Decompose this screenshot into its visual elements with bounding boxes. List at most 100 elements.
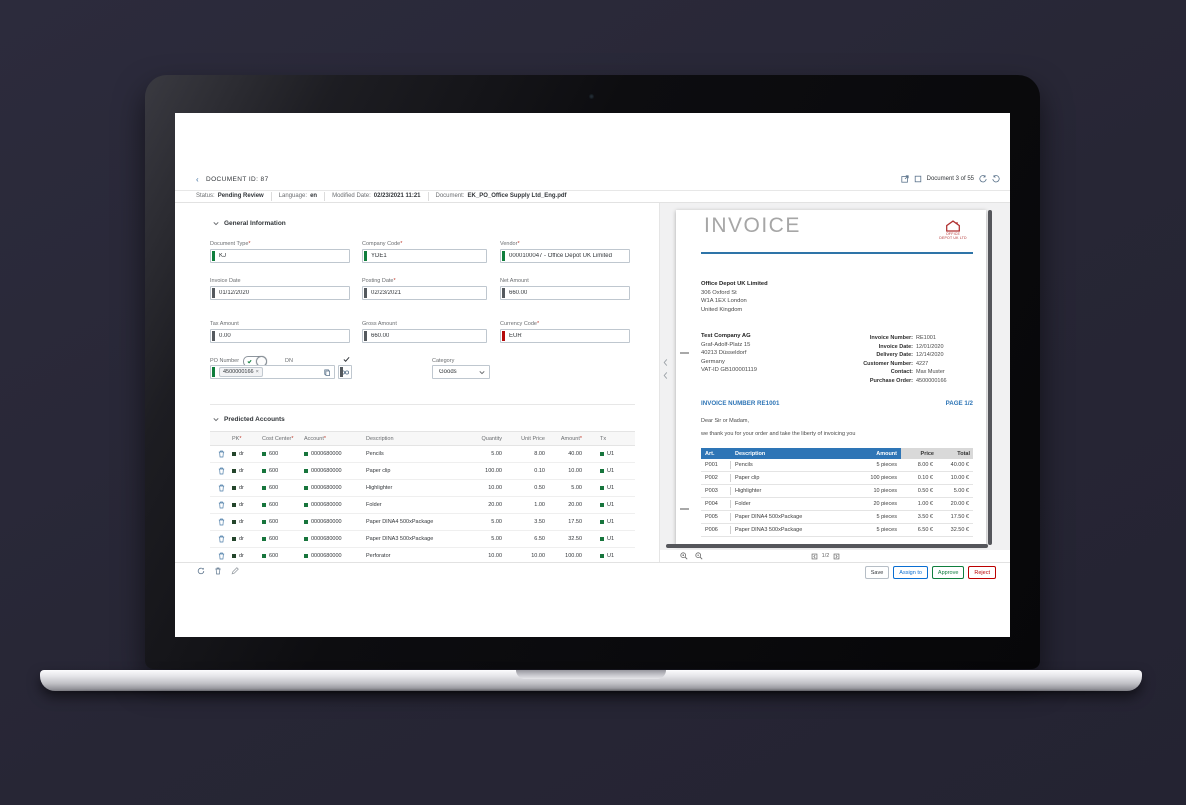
unit-price-cell[interactable]: 1.00 bbox=[534, 502, 545, 508]
next-document-icon[interactable] bbox=[992, 175, 1000, 183]
account-cell[interactable]: 0000680000 bbox=[304, 502, 366, 508]
quantity-cell[interactable]: 10.00 bbox=[488, 485, 502, 491]
pk-cell[interactable]: dr bbox=[232, 485, 262, 491]
unit-price-cell[interactable]: 0.10 bbox=[534, 468, 545, 474]
description-cell[interactable]: Paper clip bbox=[366, 468, 391, 474]
cost-center-cell[interactable]: 600 bbox=[262, 485, 304, 491]
section-predicted-accounts[interactable]: Predicted Accounts bbox=[213, 416, 285, 423]
amount-cell[interactable]: 32.50 bbox=[568, 536, 582, 542]
quantity-cell[interactable]: 20.00 bbox=[488, 502, 502, 508]
posting-date-input[interactable]: 02/23/2021 bbox=[362, 286, 487, 300]
unit-price-cell[interactable]: 3.50 bbox=[534, 519, 545, 525]
next-page-icon[interactable] bbox=[833, 553, 840, 560]
cost-center-cell[interactable]: 600 bbox=[262, 536, 304, 542]
description-cell[interactable]: Pencils bbox=[366, 451, 384, 457]
pk-cell[interactable]: dr bbox=[232, 451, 262, 457]
quantity-cell[interactable]: 5.00 bbox=[491, 519, 502, 525]
previous-page-icon[interactable] bbox=[811, 553, 818, 560]
delete-row-button[interactable] bbox=[210, 467, 232, 475]
account-cell[interactable]: 0000680000 bbox=[304, 519, 366, 525]
account-cell[interactable]: 0000680000 bbox=[304, 485, 366, 491]
invoice-date-input[interactable]: 01/12/2020 bbox=[210, 286, 350, 300]
open-in-new-icon[interactable] bbox=[901, 175, 909, 183]
amount-cell[interactable]: 20.00 bbox=[568, 502, 582, 508]
pk-cell[interactable]: dr bbox=[232, 519, 262, 525]
tax-cell[interactable]: U1 bbox=[590, 536, 635, 542]
unit-price-cell[interactable]: 6.50 bbox=[534, 536, 545, 542]
tax-amount-input[interactable]: 0.00 bbox=[210, 329, 350, 343]
details-button[interactable] bbox=[338, 365, 352, 379]
account-cell[interactable]: 0000680000 bbox=[304, 536, 366, 542]
category-select[interactable]: Goods bbox=[432, 365, 490, 379]
reject-button[interactable]: Reject bbox=[968, 566, 996, 579]
zoom-in-icon[interactable] bbox=[680, 552, 688, 560]
cost-center-cell[interactable]: 600 bbox=[262, 553, 304, 559]
tax-cell[interactable]: U1 bbox=[590, 519, 635, 525]
pk-cell[interactable]: dr bbox=[232, 536, 262, 542]
account-cell[interactable]: 0000680000 bbox=[304, 553, 366, 559]
unit-price-cell[interactable]: 8.00 bbox=[534, 451, 545, 457]
tax-cell[interactable]: U1 bbox=[590, 468, 635, 474]
document-type-label: Document Type* bbox=[210, 241, 251, 247]
account-cell[interactable]: 0000680000 bbox=[304, 451, 366, 457]
reprocess-icon[interactable] bbox=[197, 567, 205, 575]
tax-cell[interactable]: U1 bbox=[590, 451, 635, 457]
fullscreen-icon[interactable] bbox=[914, 175, 922, 183]
cost-center-cell[interactable]: 600 bbox=[262, 519, 304, 525]
description-cell[interactable]: Perforator bbox=[366, 553, 391, 559]
quantity-cell[interactable]: 5.00 bbox=[491, 451, 502, 457]
pk-cell[interactable]: dr bbox=[232, 468, 262, 474]
copy-icon[interactable] bbox=[324, 369, 330, 376]
section-general-information[interactable]: General Information bbox=[213, 220, 286, 227]
horizontal-scrollbar[interactable] bbox=[666, 544, 988, 548]
document-type-input[interactable]: KJ bbox=[210, 249, 350, 263]
unit-price-cell[interactable]: 0.50 bbox=[534, 485, 545, 491]
unit-price-cell[interactable]: 10.00 bbox=[531, 553, 545, 559]
amount-cell[interactable]: 5.00 bbox=[571, 485, 582, 491]
amount-cell[interactable]: 17.50 bbox=[568, 519, 582, 525]
quantity-cell[interactable]: 5.00 bbox=[491, 536, 502, 542]
back-icon[interactable]: ‹ bbox=[196, 175, 199, 184]
amount-cell[interactable]: 100.00 bbox=[565, 553, 582, 559]
cost-center-cell[interactable]: 600 bbox=[262, 502, 304, 508]
splitter-handle[interactable] bbox=[662, 358, 669, 380]
po-token[interactable]: 4500000166 × bbox=[219, 367, 263, 377]
delete-row-button[interactable] bbox=[210, 518, 232, 526]
description-cell[interactable]: Paper DINA4 500xPackage bbox=[366, 519, 434, 525]
amount-cell[interactable]: 40.00 bbox=[568, 451, 582, 457]
delete-row-button[interactable] bbox=[210, 501, 232, 509]
save-button[interactable]: Save bbox=[864, 566, 890, 579]
approve-button[interactable]: Approve bbox=[931, 566, 965, 579]
vendor-input[interactable]: 0000100047 - Office Depot UK Limited bbox=[500, 249, 630, 263]
amount-cell[interactable]: 10.00 bbox=[568, 468, 582, 474]
assign-to-button[interactable]: Assign to bbox=[893, 566, 928, 579]
currency-code-input[interactable]: EUR bbox=[500, 329, 630, 343]
description-cell[interactable]: Highlighter bbox=[366, 485, 393, 491]
quantity-cell[interactable]: 100.00 bbox=[485, 468, 502, 474]
description-cell[interactable]: Folder bbox=[366, 502, 382, 508]
vertical-scrollbar[interactable] bbox=[988, 210, 992, 545]
account-cell[interactable]: 0000680000 bbox=[304, 468, 366, 474]
po-number-input[interactable]: 4500000166 × bbox=[210, 365, 335, 379]
pk-cell[interactable]: dr bbox=[232, 553, 262, 559]
net-amount-input[interactable]: 660.00 bbox=[500, 286, 630, 300]
delete-document-icon[interactable] bbox=[214, 567, 222, 575]
remove-token-icon[interactable]: × bbox=[255, 369, 259, 375]
company-code-input[interactable]: YDE1 bbox=[362, 249, 487, 263]
previous-document-icon[interactable] bbox=[979, 175, 987, 183]
tax-cell[interactable]: U1 bbox=[590, 553, 635, 559]
cost-center-cell[interactable]: 600 bbox=[262, 451, 304, 457]
delete-row-button[interactable] bbox=[210, 535, 232, 543]
gross-amount-input[interactable]: 660.00 bbox=[362, 329, 487, 343]
tax-cell[interactable]: U1 bbox=[590, 485, 635, 491]
delete-row-button[interactable] bbox=[210, 552, 232, 560]
delete-row-button[interactable] bbox=[210, 484, 232, 492]
delete-row-button[interactable] bbox=[210, 450, 232, 458]
description-cell[interactable]: Paper DINA3 500xPackage bbox=[366, 536, 434, 542]
cost-center-cell[interactable]: 600 bbox=[262, 468, 304, 474]
zoom-out-icon[interactable] bbox=[695, 552, 703, 560]
edit-icon[interactable] bbox=[231, 567, 239, 575]
tax-cell[interactable]: U1 bbox=[590, 502, 635, 508]
pk-cell[interactable]: dr bbox=[232, 502, 262, 508]
quantity-cell[interactable]: 10.00 bbox=[488, 553, 502, 559]
